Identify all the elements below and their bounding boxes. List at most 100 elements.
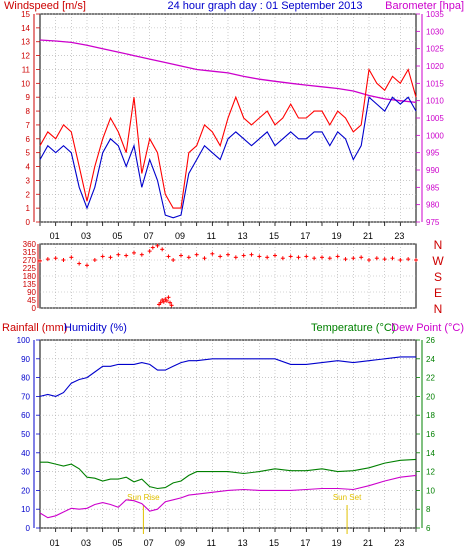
left-tick-label: 1 (26, 204, 31, 213)
right-tick-label: 18 (426, 411, 435, 420)
x-tick-label: 19 (332, 231, 342, 241)
left-tick-label: 50 (21, 430, 30, 439)
left-tick-label: 8 (26, 107, 31, 116)
right-tick-label: 6 (426, 524, 431, 533)
x-tick-label: 05 (112, 538, 122, 548)
left-tick-label: 12 (21, 52, 30, 61)
direction-tick-label: 135 (23, 280, 37, 289)
left-tick-label: 3 (26, 176, 31, 185)
left-tick-label: 0 (26, 218, 31, 227)
right-tick-label: 8 (426, 505, 431, 514)
temperature-line (40, 458, 417, 490)
right-tick-label: 10 (426, 486, 435, 495)
chart-title: 24 hour graph day : 01 September 2013 (167, 0, 362, 12)
right-tick-label: 990 (426, 166, 440, 175)
right-tick-label: 14 (426, 449, 435, 458)
humidity-axis-label: Humidity (%) (64, 322, 127, 334)
temperature-axis-label: Temperature (°C) (311, 322, 395, 334)
left-tick-label: 10 (21, 505, 30, 514)
x-tick-label: 23 (394, 538, 404, 548)
right-tick-label: 1030 (426, 27, 444, 36)
x-tick-label: 21 (363, 538, 373, 548)
left-tick-label: 5 (26, 149, 31, 158)
right-tick-label: 1005 (426, 114, 444, 123)
right-tick-label: 1000 (426, 131, 444, 140)
direction-tick-label: 225 (23, 264, 37, 273)
right-tick-label: 1025 (426, 45, 444, 54)
direction-tick-label: 270 (23, 256, 37, 265)
right-tick-label: 1010 (426, 97, 444, 106)
humidity-line (39, 356, 416, 397)
x-tick-label: 13 (238, 538, 248, 548)
right-tick-label: 1020 (426, 62, 444, 71)
windspeed-axis-label: Windspeed [m/s] (4, 0, 86, 12)
direction-tick-label: 180 (23, 272, 37, 281)
right-tick-label: 26 (426, 336, 435, 345)
compass-label: N (434, 302, 443, 316)
left-tick-label: 0 (26, 524, 31, 533)
right-tick-label: 12 (426, 468, 435, 477)
x-tick-label: 03 (81, 538, 91, 548)
direction-tick-label: 0 (32, 304, 37, 313)
left-tick-label: 2 (26, 190, 31, 199)
x-tick-label: 01 (50, 538, 60, 548)
x-tick-label: 03 (81, 231, 91, 241)
right-tick-label: 985 (426, 183, 440, 192)
right-tick-label: 16 (426, 430, 435, 439)
x-tick-label: 11 (207, 231, 216, 241)
x-tick-label: 11 (207, 538, 216, 548)
left-tick-label: 13 (21, 38, 30, 47)
direction-tick-label: 315 (23, 248, 37, 257)
barometer-line (39, 39, 417, 104)
left-tick-label: 15 (21, 10, 30, 19)
left-tick-label: 11 (22, 65, 31, 74)
left-tick-label: 9 (26, 93, 31, 102)
right-tick-label: 980 (426, 201, 440, 210)
x-tick-label: 07 (144, 231, 154, 241)
left-tick-label: 20 (21, 486, 30, 495)
x-tick-label: 01 (50, 231, 60, 241)
compass-label: W (432, 254, 444, 268)
left-tick-label: 30 (21, 468, 30, 477)
compass-label: S (434, 270, 442, 284)
direction-tick-label: 45 (27, 296, 36, 305)
right-tick-label: 1035 (426, 10, 444, 19)
right-tick-label: 1015 (426, 79, 444, 88)
x-tick-label: 13 (238, 231, 248, 241)
x-tick-label: 15 (269, 538, 279, 548)
x-tick-label: 19 (332, 538, 342, 548)
x-tick-label: 07 (144, 538, 154, 548)
right-tick-label: 22 (426, 374, 435, 383)
left-tick-label: 70 (21, 392, 30, 401)
right-tick-label: 975 (426, 218, 440, 227)
x-tick-label: 09 (175, 538, 185, 548)
direction-tick-label: 90 (27, 288, 36, 297)
x-tick-label: 23 (394, 231, 404, 241)
barometer-axis-label: Barometer [hpa] (385, 0, 464, 12)
left-tick-label: 6 (26, 135, 31, 144)
direction-tick-label: 360 (23, 240, 37, 249)
left-tick-label: 14 (21, 24, 30, 33)
right-tick-label: 20 (426, 392, 435, 401)
rainfall-axis-label: Rainfall (mm) (2, 322, 67, 334)
right-tick-label: 24 (426, 355, 435, 364)
dew-point-axis-label: Dew Point (°C) (391, 322, 464, 334)
x-tick-label: 09 (175, 231, 185, 241)
left-tick-label: 4 (26, 163, 31, 172)
compass-label: N (434, 238, 443, 252)
left-tick-label: 60 (21, 411, 30, 420)
left-tick-label: 80 (21, 374, 30, 383)
dew-point-line (39, 474, 417, 519)
left-tick-label: 10 (21, 79, 30, 88)
x-tick-label: 17 (300, 538, 310, 548)
wind-gust-line (39, 67, 417, 209)
sun-annotation-label: Sun Rise (127, 493, 160, 502)
left-tick-label: 7 (26, 121, 31, 130)
x-tick-label: 15 (269, 231, 279, 241)
sun-annotation-label: Sun Set (333, 493, 362, 502)
compass-label: E (434, 286, 442, 300)
x-tick-label: 21 (363, 231, 373, 241)
panel-layer: 01 03 05 07 09 11 13 15 17 19 21 230123456789101112… (17, 10, 445, 548)
